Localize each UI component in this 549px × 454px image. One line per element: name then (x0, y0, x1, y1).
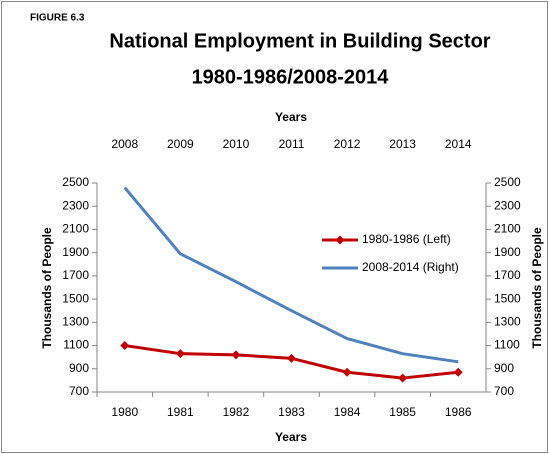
x2-tick-label: 2012 (334, 137, 361, 151)
y-tick-label: 1500 (62, 291, 89, 305)
y-tick-label: 1300 (62, 315, 89, 329)
legend-marker (335, 235, 345, 245)
y2-tick-label: 2500 (494, 175, 521, 189)
y-tick-label: 2300 (62, 198, 89, 212)
y-axis-label: Thousands of People (40, 227, 54, 349)
x-tick-label: 1981 (167, 405, 194, 419)
y-tick-label: 1100 (63, 338, 89, 352)
x-tick-label: 1984 (334, 405, 361, 419)
x2-tick-label: 2010 (223, 137, 250, 151)
y2-tick-label: 700 (494, 384, 514, 398)
chart-subtitle: 1980-1986/2008-2014 (192, 66, 390, 88)
y2-tick-label: 1100 (494, 338, 520, 352)
x2-tick-label: 2009 (167, 137, 194, 151)
y-tick-label: 2100 (62, 222, 89, 236)
y2-axis-label: Thousands of People (530, 227, 544, 349)
y2-tick-label: 1300 (494, 315, 521, 329)
legend-label: 1980-1986 (Left) (362, 232, 451, 246)
marker (120, 341, 130, 351)
y2-tick-label: 1700 (494, 268, 521, 282)
x2-tick-label: 2014 (445, 137, 472, 151)
x-tick-label: 1986 (445, 405, 472, 419)
x2-tick-label: 2011 (279, 137, 305, 151)
y-tick-label: 2500 (62, 175, 89, 189)
y2-tick-label: 900 (494, 361, 514, 375)
y-tick-label: 1900 (62, 245, 89, 259)
marker (398, 373, 408, 383)
x-axis-label: Years (275, 430, 307, 444)
y-tick-label: 900 (69, 361, 89, 375)
x2-axis-label: Years (275, 110, 307, 124)
marker (287, 353, 296, 363)
marker (175, 349, 185, 359)
y2-tick-label: 1500 (494, 291, 521, 305)
series-line (123, 186, 459, 364)
x-tick-label: 1985 (389, 405, 416, 419)
y2-tick-label: 2100 (494, 222, 521, 236)
marker (231, 350, 241, 360)
x2-tick-label: 2013 (389, 137, 416, 151)
x-tick-label: 1983 (278, 405, 305, 419)
x2-tick-label: 2008 (111, 137, 138, 151)
marker (453, 367, 463, 377)
x-tick-label: 1982 (223, 405, 250, 419)
y2-tick-label: 1900 (494, 245, 521, 259)
y2-tick-label: 2300 (494, 198, 521, 212)
legend-label: 2008-2014 (Right) (362, 260, 459, 274)
figure-label: FIGURE 6.3 (30, 13, 85, 24)
y-tick-label: 1700 (62, 268, 89, 282)
chart-title: National Employment in Building Sector (109, 30, 490, 52)
y-tick-label: 700 (69, 384, 89, 398)
x-tick-label: 1980 (111, 405, 138, 419)
marker (342, 367, 352, 377)
